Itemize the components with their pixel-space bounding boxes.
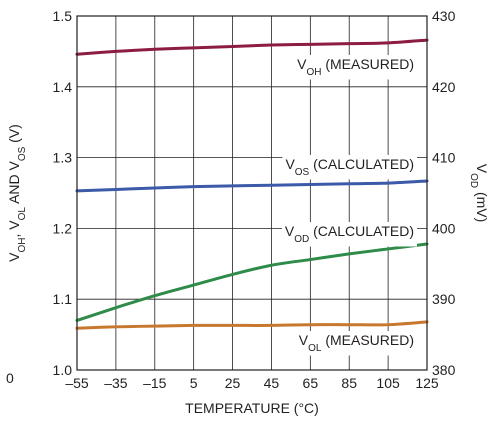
y-tick-label: 1.4 xyxy=(53,79,73,95)
x-tick-label: 105 xyxy=(376,375,400,391)
y2-tick-label: 430 xyxy=(432,8,456,24)
svg-text:VOS (CALCULATED): VOS (CALCULATED) xyxy=(285,156,414,178)
y2-axis-label: VOD (mV) xyxy=(469,164,489,223)
x-tick-label: 25 xyxy=(225,375,241,391)
y2-tick-labels: 380 390 400 410 420 430 xyxy=(432,8,456,378)
series-line-0 xyxy=(75,38,429,56)
series-line-1 xyxy=(75,179,429,193)
plot-frame xyxy=(76,15,428,371)
y2-tick-label: 410 xyxy=(432,150,456,166)
y-tick-label: 1.0 xyxy=(53,362,73,378)
corner-label: 0 xyxy=(6,370,14,386)
x-tick-label: 45 xyxy=(264,375,280,391)
x-tick-label: 85 xyxy=(341,375,357,391)
y-tick-label: 1.1 xyxy=(53,291,73,307)
x-tick-label: 5 xyxy=(190,375,198,391)
series-line-2 xyxy=(75,242,429,322)
y-tick-label: 1.5 xyxy=(53,8,73,24)
y-axis-label: VOH, VOL AND VOS (V) xyxy=(6,124,28,262)
x-tick-label: 65 xyxy=(303,375,319,391)
y2-tick-label: 390 xyxy=(432,291,456,307)
y2-tick-label: 380 xyxy=(432,362,456,378)
y-tick-label: 1.2 xyxy=(53,220,73,236)
series-label-2: VOD (CALCULATED) xyxy=(281,222,417,247)
series-line-3 xyxy=(75,320,429,330)
x-tick-labels: –55 –35 –15 5 25 45 65 85 105 125 xyxy=(65,375,439,391)
svg-text:VOL (MEASURED): VOL (MEASURED) xyxy=(299,332,414,354)
svg-text:VOH (MEASURED): VOH (MEASURED) xyxy=(297,56,414,78)
series-label-1: VOS (CALCULATED) xyxy=(282,155,417,180)
y2-tick-label: 420 xyxy=(432,79,456,95)
x-axis-label: TEMPERATURE (°C) xyxy=(185,400,319,416)
series-lines xyxy=(75,38,429,330)
x-tick-label: 125 xyxy=(415,375,439,391)
y-tick-labels: 1.0 1.1 1.2 1.3 1.4 1.5 xyxy=(53,8,73,378)
x-tick-label: –55 xyxy=(65,375,89,391)
series-label-0: VOH (MEASURED) xyxy=(294,55,417,80)
x-tick-label: –15 xyxy=(143,375,167,391)
x-tick-label: –35 xyxy=(104,375,128,391)
series-label-3: VOL (MEASURED) xyxy=(295,331,417,356)
series-labels: VOH (MEASURED) VOS (CALCULATED) VOD (CALCU… xyxy=(281,55,417,356)
y2-tick-label: 400 xyxy=(432,220,456,236)
y-tick-label: 1.3 xyxy=(53,150,73,166)
svg-text:VOD (CALCULATED): VOD (CALCULATED) xyxy=(285,223,414,245)
